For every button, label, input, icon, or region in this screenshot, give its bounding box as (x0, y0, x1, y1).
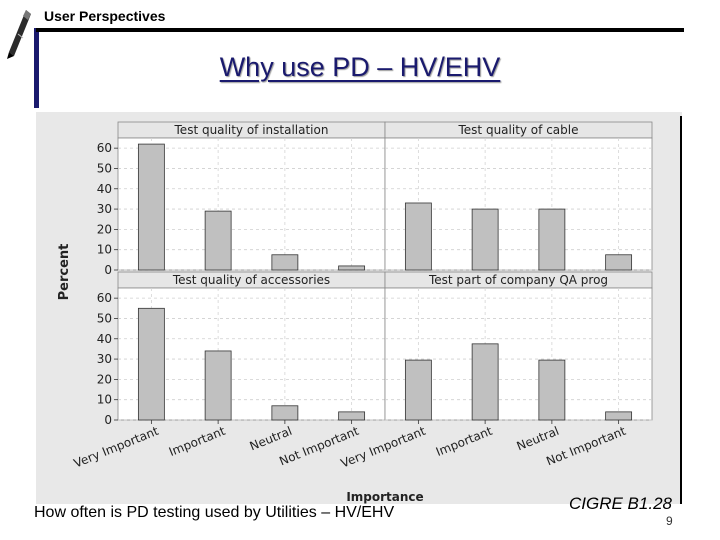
bar-chart-panels: Test quality of installation 0 10 20 30 40 50 6… (57, 121, 653, 504)
bar (404, 202, 432, 271)
y-axis-label: Percent (57, 244, 72, 301)
chart-right-border (680, 116, 682, 504)
source-citation: CIGRE B1.28 (569, 494, 672, 513)
y-tick-label: 10 (97, 243, 112, 257)
x-tick-label: Important (167, 424, 228, 459)
y-tick-label: 20 (97, 372, 112, 386)
bar (271, 254, 299, 271)
y-tick-label: 60 (97, 141, 112, 155)
y-tick-label: 60 (97, 291, 112, 305)
section-header: User Perspectives (44, 8, 166, 24)
bar (404, 359, 432, 421)
slide-caption: How often is PD testing used by Utilitie… (34, 504, 395, 521)
bar (271, 405, 299, 421)
bar (471, 208, 499, 271)
y-tick-label: 40 (97, 182, 112, 196)
y-tick-label: 30 (97, 352, 112, 366)
bar (204, 350, 232, 421)
y-tick-label: 0 (104, 263, 112, 277)
y-tick-label: 40 (97, 332, 112, 346)
bar (605, 254, 633, 271)
page-number: 9 (666, 514, 673, 528)
bar (137, 143, 165, 271)
bar (338, 411, 366, 421)
bar (605, 411, 633, 421)
bar (338, 265, 366, 271)
x-tick-label: Important (434, 424, 495, 459)
bar (137, 307, 165, 421)
header-rule (36, 28, 684, 32)
x-tick-label: Very Important (72, 424, 161, 471)
panel-title: Test quality of cable (458, 123, 579, 137)
bar (538, 208, 566, 271)
x-tick-label: Neutral (515, 424, 561, 454)
header-accent-bar (34, 28, 39, 108)
panel-title: Test quality of installation (174, 123, 329, 137)
bar (538, 359, 566, 421)
panel-title: Test part of company QA prog (428, 273, 608, 287)
y-tick-label: 50 (97, 311, 112, 325)
y-tick-label: 20 (97, 222, 112, 236)
bar (204, 210, 232, 271)
y-tick-label: 30 (97, 202, 112, 216)
slide-title: Why use PD – HV/EHV (219, 52, 501, 82)
y-tick-label: 0 (104, 413, 112, 427)
y-tick-label: 10 (97, 393, 112, 407)
pen-logo-icon (7, 10, 31, 59)
x-tick-label: Neutral (248, 424, 294, 454)
y-tick-label: 50 (97, 161, 112, 175)
bar (471, 343, 499, 421)
chart-area: Test quality of installation 0 10 20 30 40 50 6… (36, 112, 682, 504)
x-axis-label: Importance (346, 490, 423, 504)
panel-title: Test quality of accessories (172, 273, 330, 287)
